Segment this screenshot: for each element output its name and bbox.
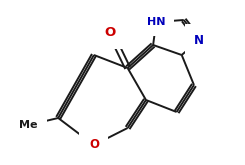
Text: N: N: [194, 33, 204, 47]
Text: Me: Me: [19, 120, 38, 130]
Text: HN: HN: [147, 17, 165, 27]
Text: O: O: [89, 138, 99, 151]
Text: O: O: [105, 26, 116, 38]
